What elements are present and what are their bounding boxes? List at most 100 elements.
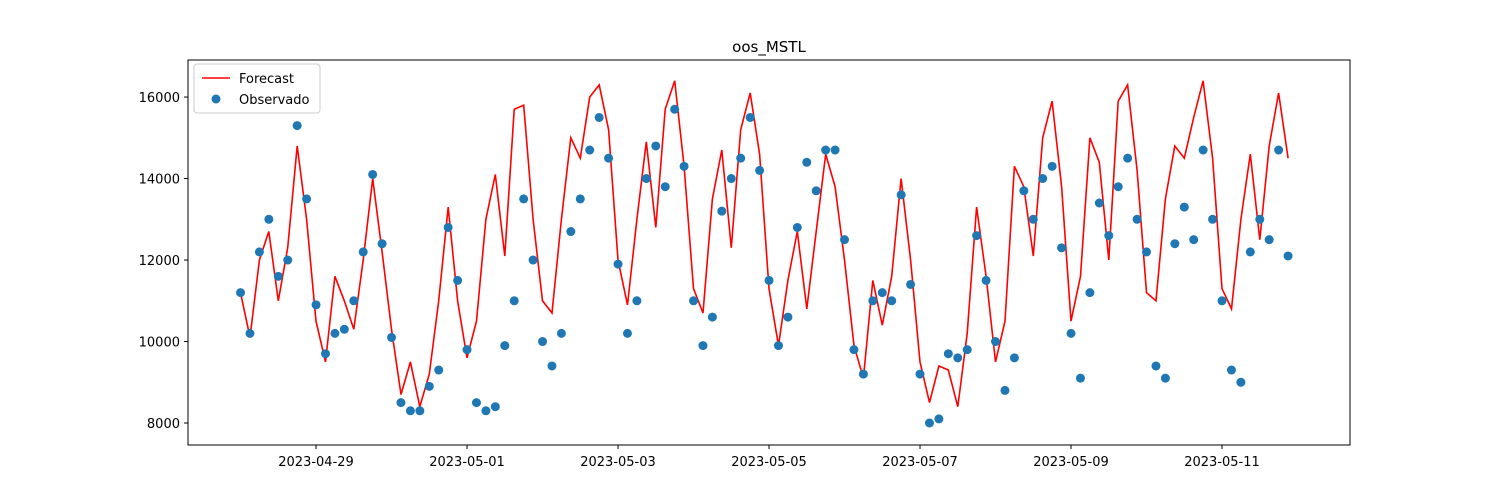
observed-point [698, 341, 708, 351]
observed-point [236, 288, 246, 298]
observed-point [443, 222, 453, 232]
observed-point [915, 369, 925, 379]
observed-point [1094, 198, 1104, 208]
legend-box [193, 63, 321, 114]
observed-point [339, 324, 349, 334]
x-tick-label: 2023-05-03 [580, 455, 656, 470]
observed-point [613, 259, 623, 269]
observed-point [764, 275, 774, 285]
y-tick-label: 14000 [139, 173, 180, 188]
observed-point [1000, 385, 1010, 395]
observed-point [1255, 214, 1265, 224]
observed-point [405, 406, 415, 416]
y-tick-label: 12000 [139, 254, 180, 269]
observed-point [556, 328, 566, 338]
observed-point [868, 296, 878, 306]
x-tick-label: 2023-05-05 [731, 455, 807, 470]
observed-point [519, 194, 529, 204]
observed-point [896, 190, 906, 200]
observed-point [396, 398, 406, 408]
observed-point [538, 337, 548, 347]
observed-point [1189, 235, 1199, 245]
observed-point [1245, 247, 1255, 257]
observed-point [245, 328, 255, 338]
observed-point [415, 406, 425, 416]
observed-point [1208, 214, 1218, 224]
observed-point [566, 227, 576, 237]
forecast-line [239, 80, 1289, 407]
observed-point [821, 145, 831, 155]
observed-point [802, 157, 812, 167]
observed-point [1179, 202, 1189, 212]
observed-point [1123, 153, 1133, 163]
observed-point [726, 174, 736, 184]
observed-point [368, 169, 378, 179]
observed-point [707, 312, 717, 322]
observed-point [887, 296, 897, 306]
x-tick-label: 2023-05-09 [1033, 455, 1109, 470]
observed-point [679, 161, 689, 171]
observed-point [717, 206, 727, 216]
observed-point [651, 141, 661, 151]
observed-point [1160, 373, 1170, 383]
observed-point [632, 296, 642, 306]
x-tick-label: 2023-05-11 [1184, 455, 1260, 470]
chart-title: oos_MSTL [732, 38, 806, 57]
observed-point [991, 337, 1001, 347]
observed-point [792, 222, 802, 232]
observed-point [1236, 377, 1246, 387]
observed-point [849, 345, 859, 355]
observed-point [1038, 174, 1048, 184]
y-tick-label: 10000 [139, 336, 180, 351]
observed-point [528, 255, 538, 265]
observed-point [660, 182, 670, 192]
observed-point [283, 255, 293, 265]
observed-point [311, 300, 321, 310]
observed-point [641, 174, 651, 184]
observed-point [1151, 361, 1161, 371]
observed-point [292, 121, 302, 131]
x-tick-label: 2023-05-07 [882, 455, 958, 470]
observed-point [670, 104, 680, 114]
observed-point [755, 165, 765, 175]
observed-point [320, 349, 330, 359]
observed-point [1057, 243, 1067, 253]
observed-point [1009, 353, 1019, 363]
observed-point [906, 279, 916, 289]
observed-point [1085, 288, 1095, 298]
observed-point [1028, 214, 1038, 224]
observed-point [773, 341, 783, 351]
observed-point [877, 288, 887, 298]
observed-point [1226, 365, 1236, 375]
observed-point [471, 398, 481, 408]
legend-label: Observado [239, 93, 310, 108]
observed-point [490, 402, 500, 412]
observed-point [585, 145, 595, 155]
x-tick-label: 2023-05-01 [429, 455, 505, 470]
observed-point [1019, 186, 1029, 196]
observed-point [840, 235, 850, 245]
observed-point [1274, 145, 1284, 155]
observed-point [500, 341, 510, 351]
observed-point [594, 112, 604, 122]
observed-point [358, 247, 368, 257]
observed-point [981, 275, 991, 285]
observed-point [302, 194, 312, 204]
observed-point [1132, 214, 1142, 224]
observed-point [1198, 145, 1208, 155]
observed-point [924, 418, 934, 428]
observed-point [509, 296, 519, 306]
observed-point [1283, 251, 1293, 261]
observed-point [1104, 231, 1114, 241]
observed-point [434, 365, 444, 375]
y-tick-label: 8000 [147, 417, 180, 432]
observed-point [622, 328, 632, 338]
observed-point [1066, 328, 1076, 338]
observed-point [830, 145, 840, 155]
observed-point [1217, 296, 1227, 306]
legend-marker [211, 94, 221, 104]
y-tick-label: 16000 [139, 91, 180, 106]
observed-point [745, 112, 755, 122]
observed-point [953, 353, 963, 363]
